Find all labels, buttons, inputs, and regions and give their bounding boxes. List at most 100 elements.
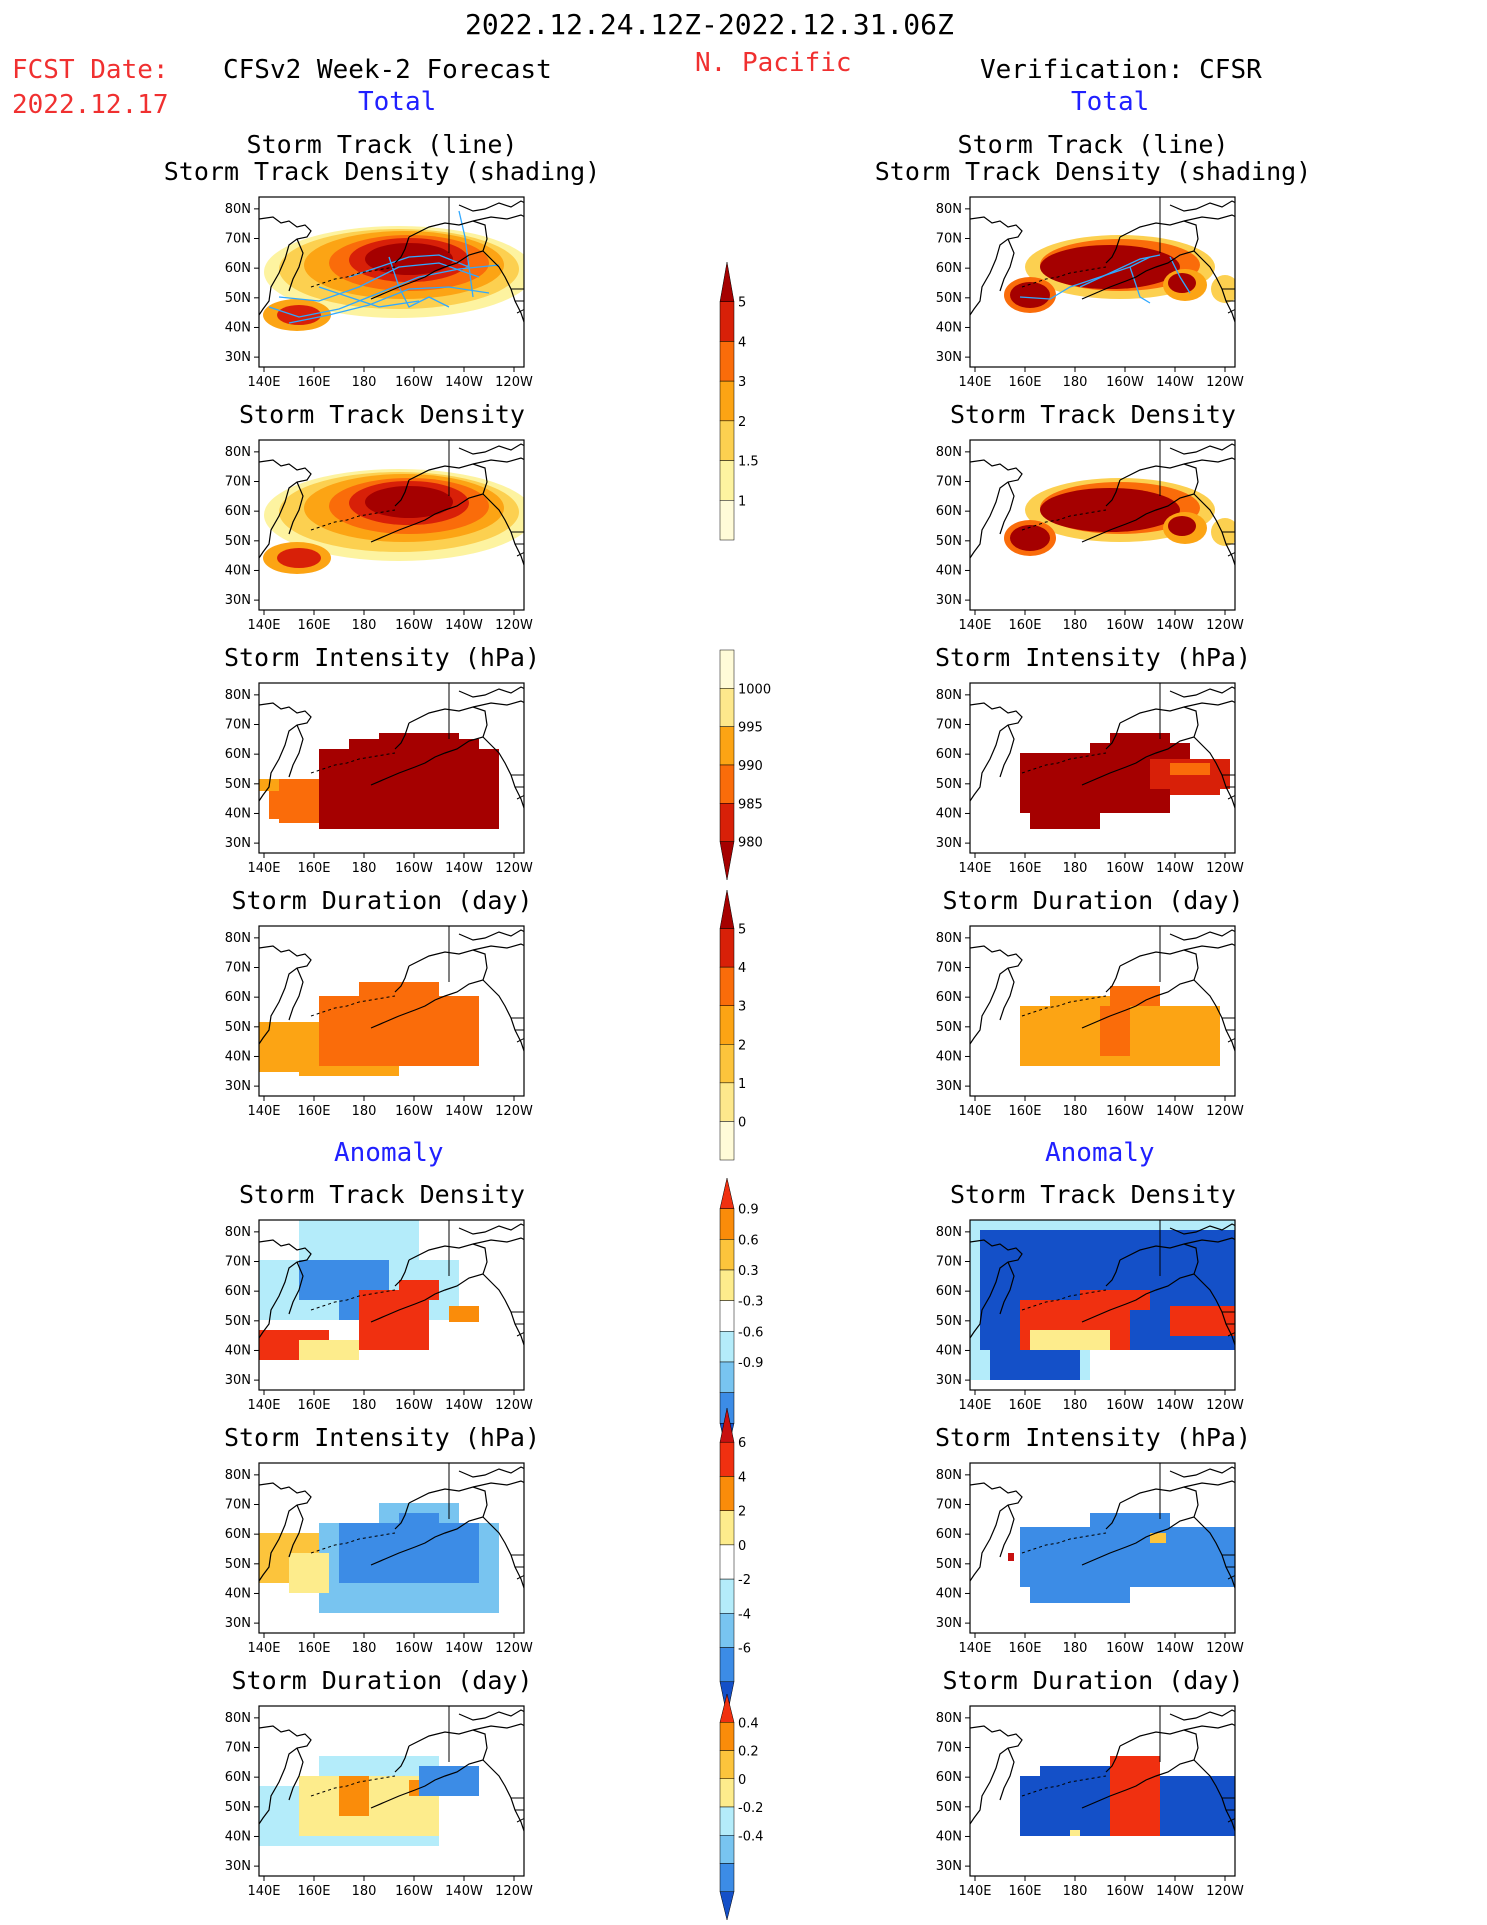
lon-tick-label: 140E [247, 1398, 280, 1413]
lat-tick-label: 80N [936, 202, 962, 217]
lon-tick-label: 160E [1008, 1884, 1041, 1899]
colorbar-label: 5 [738, 296, 746, 311]
lon-tick-label: 160W [1106, 618, 1144, 633]
lat-tick-label: 40N [936, 1343, 962, 1358]
lon-tick-label: 120W [495, 375, 533, 390]
lat-tick-label: 60N [225, 990, 251, 1005]
lon-tick-label: 140E [247, 375, 280, 390]
map-frame [258, 925, 525, 1097]
lat-tick-label: 60N [225, 747, 251, 762]
map-panel-duration-verification: 80N 70N 60N 50N 40N 30N 140E 160E 180 160W 140W 120… [936, 925, 1244, 1119]
lon-tick-label: 140W [1156, 1398, 1194, 1413]
map-panel-track-forecast: 80N 70N 60N 50N 40N 30N 140E 160E 180 160W 140W 120… [225, 196, 533, 390]
lat-tick-label: 60N [936, 261, 962, 276]
forecast-title: CFSv2 Week-2 Forecast [223, 55, 552, 85]
lon-tick-label: 180 [352, 861, 377, 876]
total-label-right: Total [1071, 87, 1150, 117]
colorbar-label: 4 [738, 961, 746, 976]
lon-tick-label: 180 [352, 1104, 377, 1119]
title-duration-left: Storm Duration (day) [231, 886, 533, 915]
lat-tick-label: 70N [936, 475, 962, 490]
lon-tick-label: 160E [297, 861, 330, 876]
lat-tick-label: 30N [225, 1373, 251, 1388]
colorbar-intensity: 1000 995 990 985 980 [719, 649, 771, 881]
lon-tick-label: 120W [495, 1884, 533, 1899]
verification-title: Verification: CFSR [980, 55, 1262, 85]
title-duration-anom-right: Storm Duration (day) [942, 1666, 1244, 1695]
lat-tick-label: 40N [225, 563, 251, 578]
region-title: N. Pacific [695, 48, 852, 78]
colorbar-label: 4 [738, 335, 746, 350]
lon-tick-label: 180 [1063, 1884, 1088, 1899]
lat-tick-label: 40N [225, 320, 251, 335]
lat-tick-label: 50N [936, 1557, 962, 1572]
lon-tick-label: 160E [297, 1884, 330, 1899]
colorbar-label: 1.5 [738, 455, 759, 470]
lat-tick-label: 30N [936, 1373, 962, 1388]
colorbar-label: -0.9 [738, 1356, 763, 1371]
colorbar-label: 0.4 [738, 1716, 759, 1731]
colorbar-label: 6 [738, 1436, 746, 1451]
colorbar-label: 3 [738, 1000, 746, 1015]
map-frame [969, 196, 1236, 368]
lat-tick-label: 50N [225, 534, 251, 549]
lat-tick-label: 30N [225, 593, 251, 608]
lat-tick-label: 50N [936, 1020, 962, 1035]
lat-tick-label: 40N [225, 1049, 251, 1064]
map-panel-track-verification: 80N 70N 60N 50N 40N 30N 140E 160E 180 160W 140W 120… [936, 196, 1244, 390]
lon-tick-label: 180 [352, 1641, 377, 1656]
lon-tick-label: 140W [445, 1884, 483, 1899]
map-frame [969, 682, 1236, 854]
lat-tick-label: 60N [936, 1770, 962, 1785]
lon-tick-label: 140W [445, 1641, 483, 1656]
lat-tick-label: 30N [936, 1616, 962, 1631]
lon-tick-label: 140W [1156, 618, 1194, 633]
title-duration-right: Storm Duration (day) [942, 886, 1244, 915]
lat-tick-label: 50N [225, 291, 251, 306]
lat-tick-label: 60N [936, 1527, 962, 1542]
colorbar-label: -0.3 [738, 1295, 763, 1310]
lon-tick-label: 120W [1206, 1398, 1244, 1413]
lon-tick-label: 120W [1206, 1884, 1244, 1899]
map-frame [258, 682, 525, 854]
lon-tick-label: 140E [247, 618, 280, 633]
lat-tick-label: 70N [936, 232, 962, 247]
lon-tick-label: 140E [958, 618, 991, 633]
lat-tick-label: 70N [225, 1498, 251, 1513]
lat-tick-label: 50N [936, 1800, 962, 1815]
lon-tick-label: 160W [395, 1104, 433, 1119]
lon-tick-label: 160E [297, 618, 330, 633]
lon-tick-label: 120W [1206, 1104, 1244, 1119]
map-panel-density-forecast: 80N 70N 60N 50N 40N 30N 140E 160E 180 160W 140W 120… [225, 439, 533, 633]
map-panel-danom-verification: 80N 70N 60N 50N 40N 30N 140E 160E 180 160W 140W 120… [936, 1219, 1244, 1413]
title-duration-anom-left: Storm Duration (day) [231, 1666, 533, 1695]
lat-tick-label: 80N [225, 1225, 251, 1240]
lon-tick-label: 160W [1106, 375, 1144, 390]
lon-tick-label: 140E [958, 1884, 991, 1899]
lon-tick-label: 160W [395, 1641, 433, 1656]
map-panel-ianom-forecast: 80N 70N 60N 50N 40N 30N 140E 160E 180 160W 140W 120… [225, 1462, 533, 1656]
lat-tick-label: 40N [936, 806, 962, 821]
total-label-left: Total [358, 87, 437, 117]
lon-tick-label: 160W [395, 1884, 433, 1899]
lat-tick-label: 30N [225, 836, 251, 851]
colorbar-label: -6 [738, 1642, 751, 1657]
title-intensity-left: Storm Intensity (hPa) [223, 643, 541, 672]
lat-tick-label: 80N [225, 931, 251, 946]
lon-tick-label: 120W [1206, 861, 1244, 876]
lon-tick-label: 120W [1206, 618, 1244, 633]
lat-tick-label: 60N [225, 504, 251, 519]
lon-tick-label: 140W [1156, 861, 1194, 876]
colorbar-label: 0.9 [738, 1203, 759, 1218]
colorbar-label: 0.3 [738, 1264, 759, 1279]
lat-tick-label: 40N [936, 1586, 962, 1601]
lat-tick-label: 70N [225, 961, 251, 976]
lat-tick-label: 80N [225, 1711, 251, 1726]
lon-tick-label: 140W [445, 375, 483, 390]
lat-tick-label: 40N [225, 1343, 251, 1358]
lat-tick-label: 30N [936, 350, 962, 365]
anomaly-label-right: Anomaly [1045, 1138, 1155, 1168]
lon-tick-label: 120W [495, 861, 533, 876]
colorbar-label: 2 [738, 1038, 746, 1053]
lon-tick-label: 180 [1063, 618, 1088, 633]
